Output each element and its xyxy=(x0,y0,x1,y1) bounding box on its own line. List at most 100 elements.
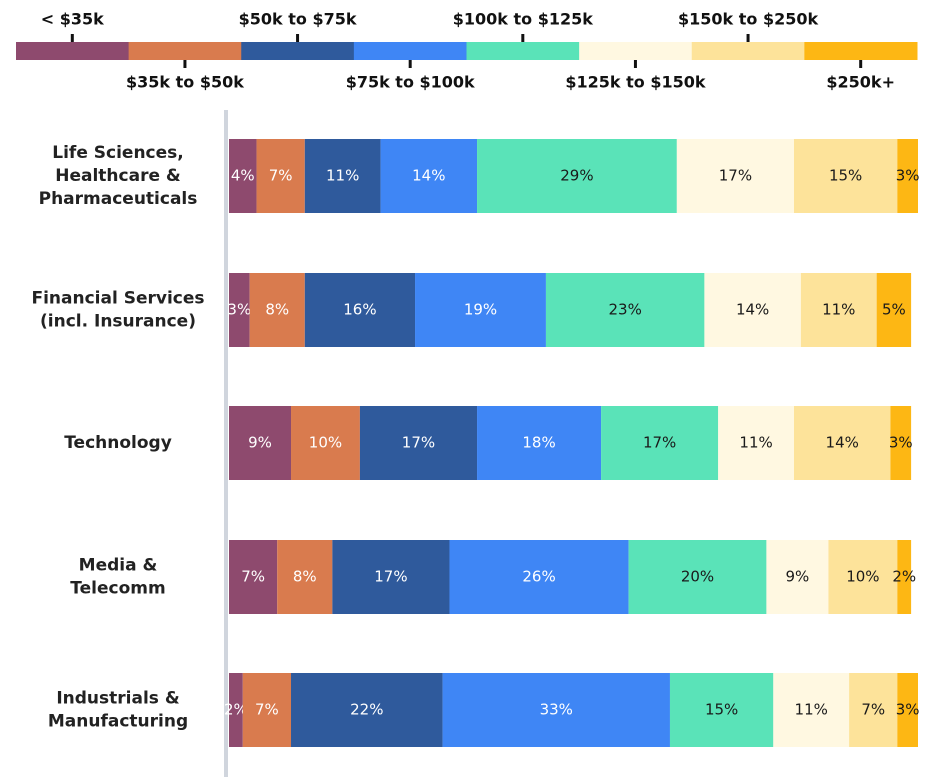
value-label: 20% xyxy=(681,568,714,586)
bar-segment xyxy=(229,540,278,614)
bar-segment xyxy=(229,406,292,480)
value-label: 2% xyxy=(892,568,916,586)
value-label: 10% xyxy=(309,434,342,452)
value-label: 7% xyxy=(861,701,885,719)
legend-label: $100k to $125k xyxy=(453,10,593,29)
bar-segment xyxy=(545,273,705,347)
bar-segment xyxy=(359,406,478,480)
bar-segment xyxy=(718,406,794,480)
bar-segment xyxy=(773,673,850,747)
bar-segment xyxy=(793,406,891,480)
legend-label: $75k to $100k xyxy=(346,73,475,92)
value-label: 3% xyxy=(889,434,913,452)
bar-segment xyxy=(477,406,602,480)
bar-segment xyxy=(291,673,443,747)
category-label: Technology xyxy=(64,433,172,453)
bar-segment xyxy=(304,139,381,213)
value-label: 3% xyxy=(896,701,920,719)
category-line: Technology xyxy=(64,433,172,453)
value-label: 26% xyxy=(522,568,555,586)
bar-segment xyxy=(601,406,719,480)
value-label: 23% xyxy=(609,301,642,319)
value-label: 17% xyxy=(374,568,407,586)
category-line: Pharmaceuticals xyxy=(39,189,198,209)
value-label: 17% xyxy=(719,167,752,185)
category-line: Media & xyxy=(79,556,158,576)
legend-swatch xyxy=(16,42,130,60)
bar-segment xyxy=(897,673,918,747)
bar-segment xyxy=(332,540,450,614)
value-label: 9% xyxy=(786,568,810,586)
legend-label: $150k to $250k xyxy=(678,10,818,29)
value-label: 22% xyxy=(350,701,383,719)
bar-segment xyxy=(676,139,794,213)
bar-segment xyxy=(766,540,829,614)
bar-segment xyxy=(897,540,912,614)
legend-swatch xyxy=(804,42,918,60)
value-label: 11% xyxy=(326,167,359,185)
bar-segment xyxy=(477,139,677,213)
legend-label: $250k+ xyxy=(826,73,895,92)
value-label: 16% xyxy=(343,301,376,319)
category-line: Financial Services xyxy=(31,289,204,309)
category-line: Manufacturing xyxy=(48,712,188,732)
value-label: 9% xyxy=(248,434,272,452)
legend-label: $125k to $150k xyxy=(565,73,705,92)
bar-segment xyxy=(291,406,360,480)
legend-swatch xyxy=(353,42,467,60)
bar-segment xyxy=(380,139,478,213)
bar-segment xyxy=(229,139,257,213)
legend-swatch xyxy=(691,42,805,60)
bar-segment xyxy=(890,406,912,480)
value-label: 14% xyxy=(412,167,445,185)
category-label: Industrials & Manufacturing xyxy=(48,689,188,732)
legend-label: < $35k xyxy=(41,10,104,29)
bar-segment xyxy=(849,673,898,747)
bar-segment xyxy=(876,273,912,347)
bar-segment xyxy=(242,673,292,747)
value-label: 8% xyxy=(293,568,317,586)
value-label: 11% xyxy=(795,701,828,719)
bar-segment xyxy=(415,273,546,347)
category-line: Healthcare & xyxy=(55,166,181,186)
bar-segment xyxy=(256,139,305,213)
bar-segment xyxy=(249,273,305,347)
value-label: 17% xyxy=(402,434,435,452)
bar-segment xyxy=(442,673,670,747)
bar-segment xyxy=(704,273,801,347)
bar-segment xyxy=(669,673,774,747)
value-label: 3% xyxy=(896,167,920,185)
value-label: 11% xyxy=(739,434,772,452)
bar-segment xyxy=(793,139,898,213)
value-label: 15% xyxy=(829,167,862,185)
bar-segment xyxy=(449,540,629,614)
bar-segment xyxy=(229,673,243,747)
value-label: 17% xyxy=(643,434,676,452)
category-line: Telecomm xyxy=(70,579,165,599)
bar-segment xyxy=(277,540,333,614)
value-label: 4% xyxy=(231,167,255,185)
value-label: 10% xyxy=(846,568,879,586)
category-label: Media & Telecomm xyxy=(70,556,165,599)
value-label: 7% xyxy=(241,568,265,586)
value-label: 2% xyxy=(224,701,248,719)
category-line: Life Sciences, xyxy=(52,143,183,163)
value-label: 7% xyxy=(255,701,279,719)
value-label: 7% xyxy=(269,167,293,185)
value-label: 5% xyxy=(882,301,906,319)
bar-segment xyxy=(628,540,767,614)
value-label: 3% xyxy=(227,301,251,319)
value-label: 14% xyxy=(826,434,859,452)
category-label: Life Sciences, Healthcare & Pharmaceutical… xyxy=(39,143,198,209)
legend-swatch xyxy=(241,42,355,60)
value-label: 29% xyxy=(560,167,593,185)
category-line: Industrials & xyxy=(56,689,179,709)
value-label: 8% xyxy=(265,301,289,319)
bar-segment xyxy=(229,273,250,347)
bar-segment xyxy=(800,273,877,347)
value-label: 15% xyxy=(705,701,738,719)
legend-swatch xyxy=(579,42,693,60)
legend-swatch xyxy=(128,42,242,60)
value-label: 33% xyxy=(540,701,573,719)
